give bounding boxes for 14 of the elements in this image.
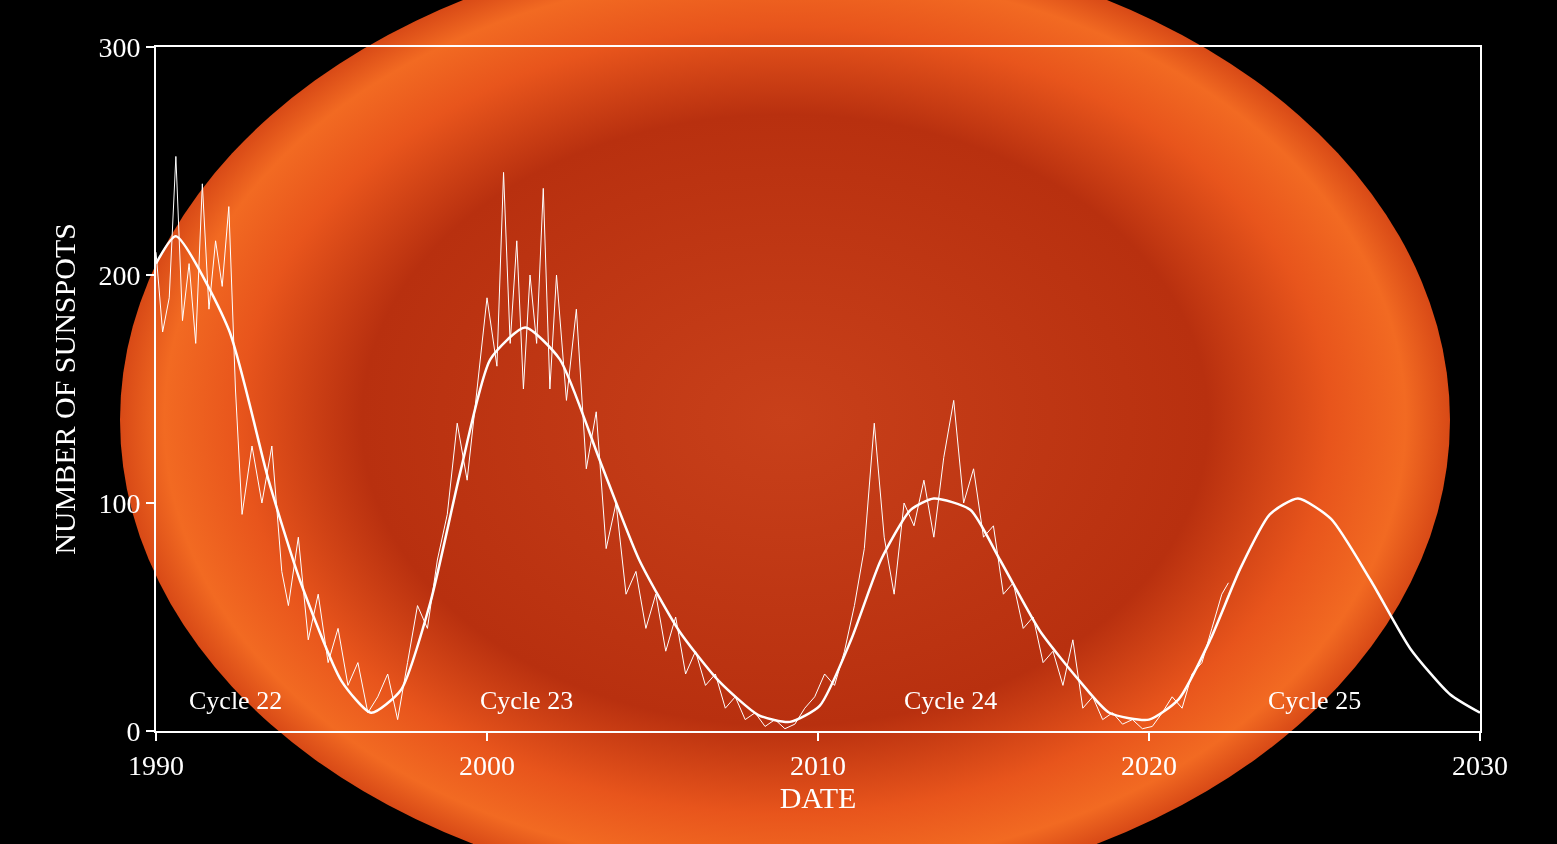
y-tick-label: 300 [98, 31, 141, 63]
y-axis-title: NUMBER OF SUNSPOTS [47, 223, 81, 555]
y-tick-label: 0 [126, 715, 141, 747]
x-tick-label: 2020 [1121, 749, 1177, 781]
annotation: Cycle 25 [1268, 686, 1362, 715]
y-tick-label: 200 [98, 259, 141, 291]
annotation: Cycle 22 [189, 686, 283, 715]
x-tick-label: 2010 [790, 749, 846, 781]
x-tick-label: 2030 [1452, 749, 1508, 781]
x-axis-title: DATE [779, 780, 857, 814]
x-tick-label: 1990 [128, 749, 184, 781]
x-tick-label: 2000 [459, 749, 515, 781]
annotation: Cycle 24 [904, 686, 998, 715]
annotation: Cycle 23 [480, 686, 574, 715]
